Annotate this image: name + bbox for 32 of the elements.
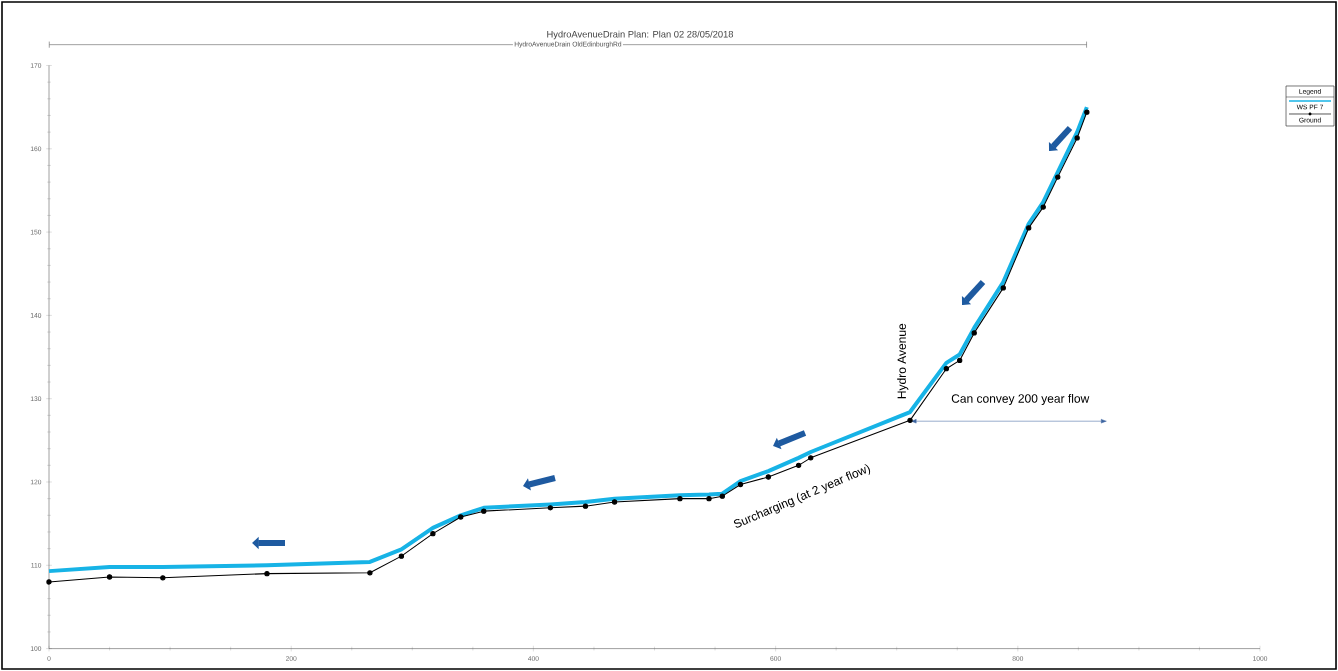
- point: [943, 366, 950, 372]
- point: [367, 570, 373, 576]
- point: [957, 357, 963, 364]
- point: [1000, 285, 1006, 291]
- point: [765, 474, 772, 480]
- point: [481, 508, 487, 514]
- point: [706, 495, 712, 502]
- point: [611, 499, 618, 505]
- point: [264, 570, 270, 577]
- point: [458, 514, 464, 520]
- annotation: Can convey 200 year flow: [951, 393, 1090, 406]
- point: [719, 493, 725, 499]
- point: [547, 505, 554, 511]
- point: [160, 575, 166, 581]
- point: [808, 455, 814, 461]
- point: [1055, 174, 1061, 180]
- chart-title: HydroAvenueDrain Plan: Plan 02 28/05/2018: [547, 30, 734, 40]
- point: [1040, 204, 1046, 210]
- point: [582, 503, 589, 509]
- point: [398, 553, 405, 559]
- point: [1026, 225, 1032, 231]
- point: [737, 481, 744, 488]
- point: [1074, 135, 1080, 141]
- annotation: Hydro Avenue: [897, 323, 909, 399]
- point: [971, 330, 977, 336]
- point: [106, 574, 113, 580]
- point: [795, 462, 802, 469]
- point: [907, 417, 913, 424]
- point: [46, 579, 52, 585]
- point: [677, 495, 683, 502]
- point: [430, 530, 436, 537]
- point: [1084, 109, 1090, 115]
